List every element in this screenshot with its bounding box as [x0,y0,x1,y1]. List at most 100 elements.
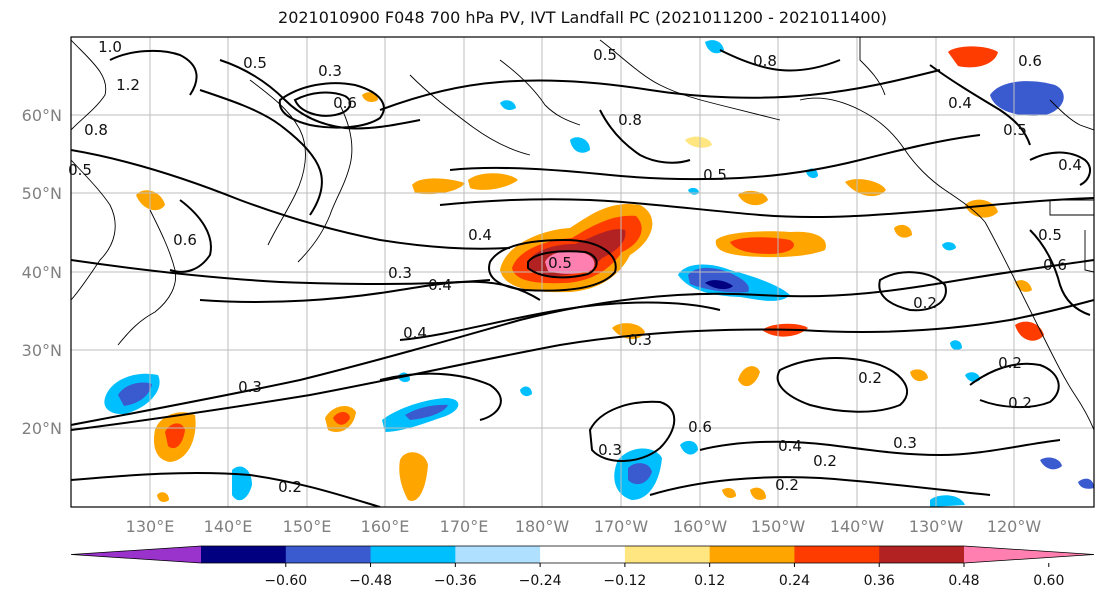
shaded-anomaly-fields [104,40,1094,507]
positive-anomaly-area [165,423,185,449]
negative-anomaly-area [570,137,590,153]
negative-anomaly-area [688,267,749,293]
positive-anomaly-area [333,412,350,425]
lat-label-30n: 30°N [22,341,62,360]
negative-anomaly-area [930,495,965,507]
positive-anomaly-area [738,190,768,206]
colorbar-tick-label: −0.24 [519,573,562,589]
colorbar-outline [70,545,1095,564]
colorbar-segment [540,546,626,563]
contour-label: 0.6 [173,231,197,249]
positive-anomaly-area [965,199,998,218]
positive-anomaly-area [910,369,928,382]
colorbar-extend-min [71,546,201,563]
colorbar-tick-label: −0.36 [434,573,477,589]
contour-label: 0.8 [84,121,108,139]
contour-label: 0.3 [318,62,342,80]
negative-anomaly-area [118,382,152,406]
pv-contours [71,49,1094,507]
contour-label: 0.4 [948,94,972,112]
map-title: 2021010900 F048 700 hPa PV, IVT Landfall… [278,8,887,27]
positive-anomaly-area [738,366,760,387]
contour-label: 0.3 [628,331,652,349]
contour-label: 0.5 [68,161,92,179]
lon-label: 170°W [594,517,649,536]
contour-label: 0.4 [428,276,452,294]
positive-anomaly-area [845,179,886,197]
contour-labels: 1.0 1.2 0.5 0.3 0.6 0.8 0.5 0.5 0.6 0.8 0.4 0.5 0.4 0… [68,38,1082,496]
negative-anomaly-area [950,340,962,351]
contour-label: 0.4 [778,437,802,455]
contour-label: 0.5 [593,46,617,64]
positive-anomaly-area [412,178,465,195]
lon-label: 130°E [126,517,175,536]
colorbar-tick-label: 0.24 [779,573,810,589]
contour-label: 0.6 [333,94,357,112]
map-frame [70,36,1095,508]
latitude-axis: 60°N 50°N 40°N 30°N 20°N [22,106,62,438]
negative-anomaly-area [680,440,698,455]
lat-label-60n: 60°N [22,106,62,125]
colorbar [70,545,1095,564]
positive-anomaly-area [468,173,518,190]
contour-label: 0.4 [468,226,492,244]
colorbar-tick-label: −0.12 [603,573,646,589]
positive-anomaly-area [399,452,428,501]
lon-label: 140°W [830,517,885,536]
positive-anomaly-area [722,488,736,498]
contour-label: 0.2 [858,369,882,387]
negative-anomaly-area [520,386,532,397]
lon-label: 150°W [751,517,806,536]
contour-label: 0.6 [688,418,712,436]
lon-label: 180°W [515,517,570,536]
contour-label: 0.3 [238,378,262,396]
lon-label: 140°E [204,517,253,536]
negative-anomaly-area [1040,457,1062,470]
contour-label: 0.8 [753,52,777,70]
colorbar-segment [624,546,711,563]
lon-label: 130°W [909,517,964,536]
negative-anomaly-area [705,40,724,54]
colorbar-segment [455,546,541,563]
colorbar-tick-label: 0.60 [1033,573,1064,589]
negative-anomaly-area [990,81,1064,116]
positive-anomaly-area [894,224,912,238]
colorbar-tick-label: 0.48 [948,573,979,589]
colorbar-tick-label: −0.60 [264,573,307,589]
contour-label: 0.8 [618,111,642,129]
contour-label: 0.5 [243,54,267,72]
contour-label: 0.5 [1003,121,1027,139]
lat-label-40n: 40°N [22,263,62,282]
contour-label: 0.2 [998,354,1022,372]
contour-label: 0.2 [278,478,302,496]
colorbar-segment [879,546,965,563]
contour-label: 0.4 [403,324,427,342]
positive-anomaly-area [1015,321,1044,341]
positive-anomaly-area [362,92,378,103]
contour-label: 0.6 [1018,52,1042,70]
lon-label: 160°W [673,517,728,536]
contour-label: 0.3 [893,434,917,452]
colorbar-tick-label: −0.48 [349,573,392,589]
colorbar-tick-label: 0.12 [694,573,725,589]
colorbar-segment [201,546,287,563]
contour-label: 1.2 [116,76,140,94]
contour-label: 0.2 [1008,394,1032,412]
colorbar-segment [370,546,456,563]
negative-anomaly-area [705,280,733,290]
positive-anomaly-area [750,487,766,500]
lon-label: 150°E [283,517,332,536]
positive-anomaly-area [948,46,998,68]
contour-label: 0.2 [813,452,837,470]
colorbar-segment [285,546,372,563]
lon-label: 170°E [440,517,489,536]
contour-label: 0.5 [1038,226,1062,244]
negative-anomaly-area [628,463,652,485]
longitude-axis: 130°E 140°E 150°E 160°E 170°E 180°W 170°… [126,517,1042,536]
lon-label: 160°E [361,517,410,536]
contour-label: 0.3 [388,264,412,282]
contour-label: 0.5 [548,254,572,272]
contour-label: 0.2 [775,476,799,494]
contour-label: 0.2 [913,294,937,312]
colorbar-tick-label: 0.36 [864,573,895,589]
